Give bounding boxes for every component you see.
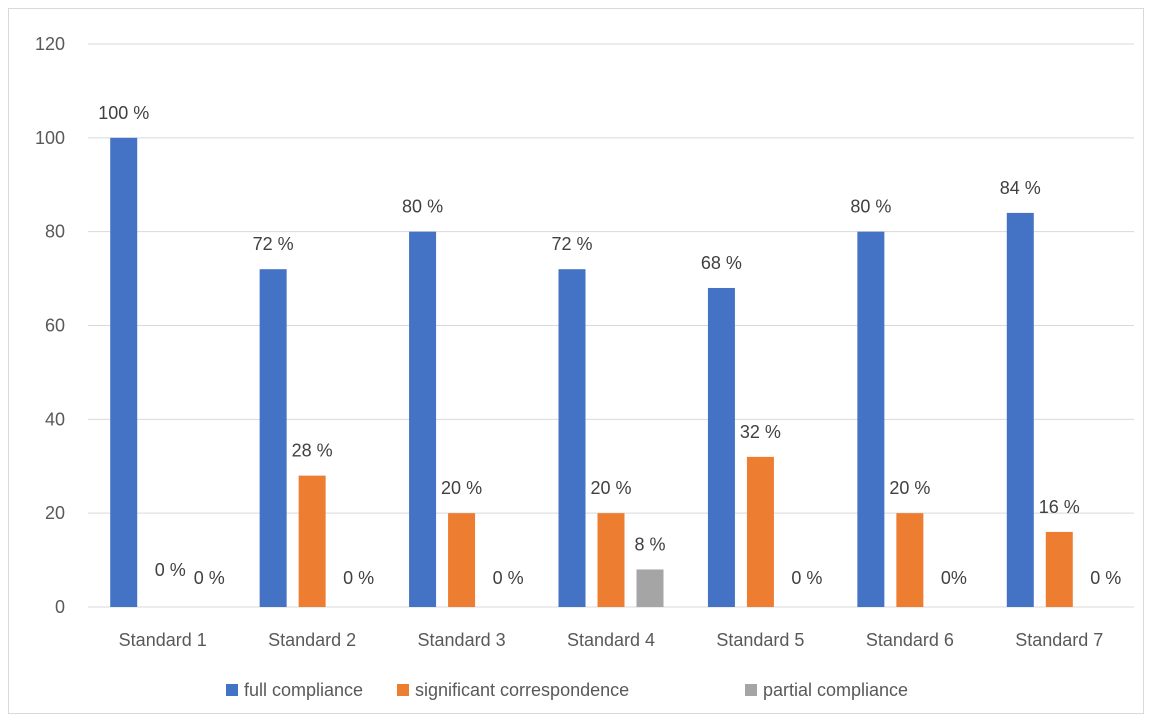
bar-2-4 [597, 513, 625, 607]
data-label: 32 % [740, 422, 781, 442]
data-label: 0 % [155, 560, 186, 580]
bar-2-3 [448, 513, 476, 607]
legend-swatch-3 [745, 684, 757, 696]
data-label: 0 % [1090, 568, 1121, 588]
data-label: 100 % [98, 103, 149, 123]
x-category-label: Standard 1 [119, 630, 207, 650]
data-label: 68 % [701, 253, 742, 273]
bar-3-4 [636, 569, 664, 607]
y-tick-label: 80 [45, 222, 65, 242]
legend-swatch-2 [397, 684, 409, 696]
bar-1-7 [1006, 212, 1034, 607]
y-tick-label: 120 [35, 34, 65, 54]
bar-2-5 [746, 456, 774, 607]
x-category-label: Standard 6 [866, 630, 954, 650]
bar-2-6 [896, 513, 924, 607]
data-label: 20 % [590, 478, 631, 498]
data-label: 0 % [791, 568, 822, 588]
data-label: 0 % [493, 568, 524, 588]
bar-1-1 [110, 137, 138, 608]
x-category-label: Standard 4 [567, 630, 655, 650]
y-tick-label: 40 [45, 409, 65, 429]
data-label: 0% [941, 568, 967, 588]
x-category-label: Standard 7 [1015, 630, 1103, 650]
bar-1-3 [409, 231, 437, 607]
y-tick-label: 0 [55, 597, 65, 617]
bar-1-5 [707, 287, 735, 607]
data-label: 8 % [634, 534, 665, 554]
y-tick-label: 60 [45, 316, 65, 336]
bar-2-7 [1045, 531, 1073, 607]
data-label: 20 % [889, 478, 930, 498]
x-category-label: Standard 5 [716, 630, 804, 650]
data-label: 28 % [292, 441, 333, 461]
bar-1-6 [857, 231, 885, 607]
data-label: 80 % [402, 197, 443, 217]
data-label: 16 % [1039, 497, 1080, 517]
x-category-label: Standard 3 [418, 630, 506, 650]
data-label: 80 % [850, 197, 891, 217]
y-tick-label: 100 [35, 128, 65, 148]
bar-1-2 [259, 269, 287, 607]
data-label: 84 % [1000, 178, 1041, 198]
bar-2-2 [298, 475, 326, 607]
x-category-label: Standard 2 [268, 630, 356, 650]
data-label: 72 % [551, 234, 592, 254]
bar-1-4 [558, 269, 586, 607]
legend-label: full compliance [244, 680, 363, 700]
legend-label: partial compliance [763, 680, 908, 700]
data-label: 72 % [253, 234, 294, 254]
data-label: 0 % [343, 568, 374, 588]
data-label: 0 % [194, 568, 225, 588]
legend-swatch-1 [226, 684, 238, 696]
y-tick-label: 20 [45, 503, 65, 523]
legend-label: significant correspondence [415, 680, 629, 700]
data-label: 20 % [441, 478, 482, 498]
